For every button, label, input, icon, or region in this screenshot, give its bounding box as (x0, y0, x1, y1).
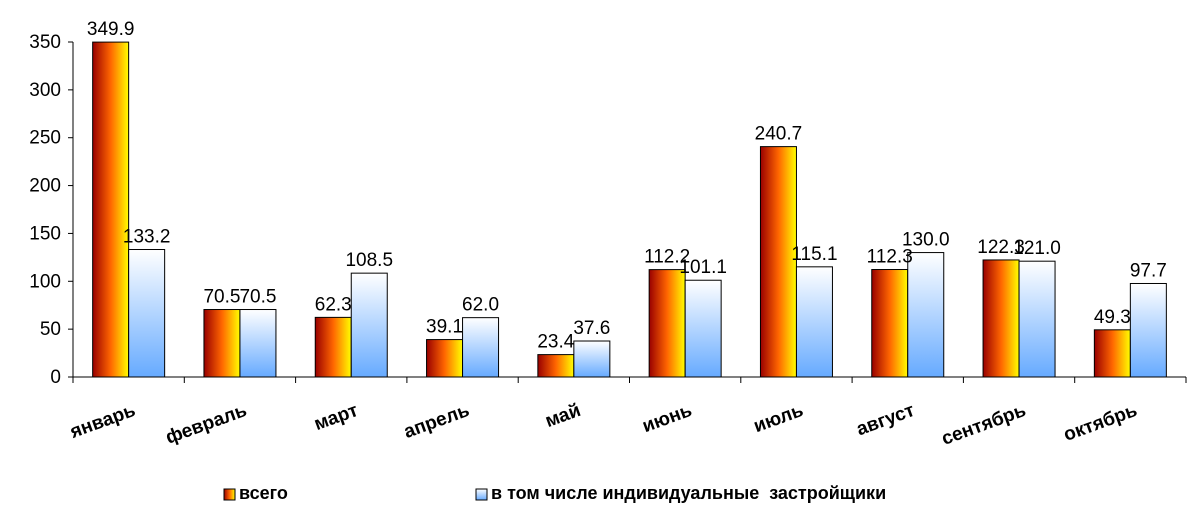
y-tick-label: 300 (29, 80, 61, 101)
data-label-individual: 115.1 (791, 244, 837, 265)
bar-total (92, 41, 130, 378)
x-category-label: февраль (163, 400, 250, 449)
data-label-individual: 121.0 (1013, 238, 1061, 259)
y-tick-label: 350 (29, 32, 61, 53)
data-label-total: 112.3 (867, 247, 913, 268)
bar-total (648, 269, 686, 378)
data-label-individual: 133.2 (123, 227, 171, 248)
x-category-label: июль (751, 400, 806, 437)
legend: всего в том числе индивидуальные застрой… (223, 483, 886, 503)
bar-individual (239, 309, 277, 378)
y-tick-label: 250 (29, 128, 61, 149)
data-label-total: 49.3 (1094, 307, 1131, 328)
y-tick-label: 200 (29, 176, 61, 197)
data-label-individual: 101.1 (679, 257, 727, 278)
bar-individual (350, 272, 388, 378)
data-label-total: 70.5 (203, 287, 240, 308)
data-label-individual: 70.5 (239, 287, 276, 308)
data-label-total: 39.1 (426, 317, 463, 338)
bar-individual (1018, 260, 1056, 378)
data-labels: 349.9 133.2 70.5 70.5 62.3 108.5 39.162.0 23.43… (87, 19, 1167, 353)
bar-total (426, 339, 464, 378)
bar-individual (684, 279, 722, 378)
data-label-total: 349.9 (87, 19, 135, 40)
bar-individual (573, 340, 611, 378)
y-tick-label: 50 (40, 319, 61, 340)
data-label-individual: 62.0 (462, 295, 499, 316)
bar-individual (462, 317, 500, 378)
data-label-total: 122.3 (977, 237, 1025, 258)
bar-total (203, 309, 241, 378)
bar-individual (795, 266, 833, 378)
x-category-label: май (542, 400, 583, 432)
bar-total (982, 259, 1020, 378)
bar-total (537, 354, 575, 378)
bar-total (759, 146, 797, 378)
data-label-total: 112.2 (644, 247, 690, 268)
legend-label-individual: в том числе индивидуальные застройщики (491, 483, 886, 503)
data-label-individual: 37.6 (573, 318, 610, 339)
bars (92, 41, 1167, 378)
data-label-individual: 130.0 (902, 230, 950, 251)
legend-swatch-individual (475, 488, 488, 501)
legend-swatch-total (223, 488, 236, 501)
x-category-label: январь (66, 400, 138, 443)
x-category-label: июнь (640, 400, 695, 437)
x-category-label: август (854, 400, 918, 440)
data-label-total: 240.7 (755, 124, 803, 145)
data-label-total: 23.4 (537, 332, 574, 353)
bar-individual (1129, 282, 1167, 378)
x-category-label: сентябрь (939, 400, 1029, 450)
data-label-individual: 97.7 (1130, 260, 1167, 281)
bar-total (871, 269, 909, 378)
bar-total (1093, 329, 1131, 378)
bar-individual (128, 249, 166, 378)
bar-total (314, 316, 352, 378)
data-label-individual: 108.5 (345, 250, 393, 271)
y-tick-label: 0 (50, 367, 61, 388)
x-category-label: октябрь (1061, 400, 1140, 446)
y-tick-label: 150 (29, 223, 61, 244)
bar-individual (907, 252, 945, 378)
legend-label-total: всего (239, 483, 288, 503)
x-category-label: апрель (401, 400, 472, 443)
x-category-label: март (311, 400, 361, 435)
data-label-total: 62.3 (315, 294, 352, 315)
y-tick-label: 100 (29, 271, 61, 292)
